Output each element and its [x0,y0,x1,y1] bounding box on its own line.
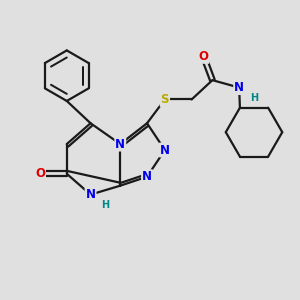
Text: N: N [115,138,125,151]
Text: H: H [101,200,110,210]
Text: O: O [199,50,208,63]
Text: H: H [250,93,258,103]
Text: N: N [85,188,96,201]
Text: S: S [160,93,169,106]
Text: N: N [142,170,152,183]
Text: N: N [234,81,244,94]
Text: N: N [160,143,170,157]
Text: O: O [35,167,45,180]
